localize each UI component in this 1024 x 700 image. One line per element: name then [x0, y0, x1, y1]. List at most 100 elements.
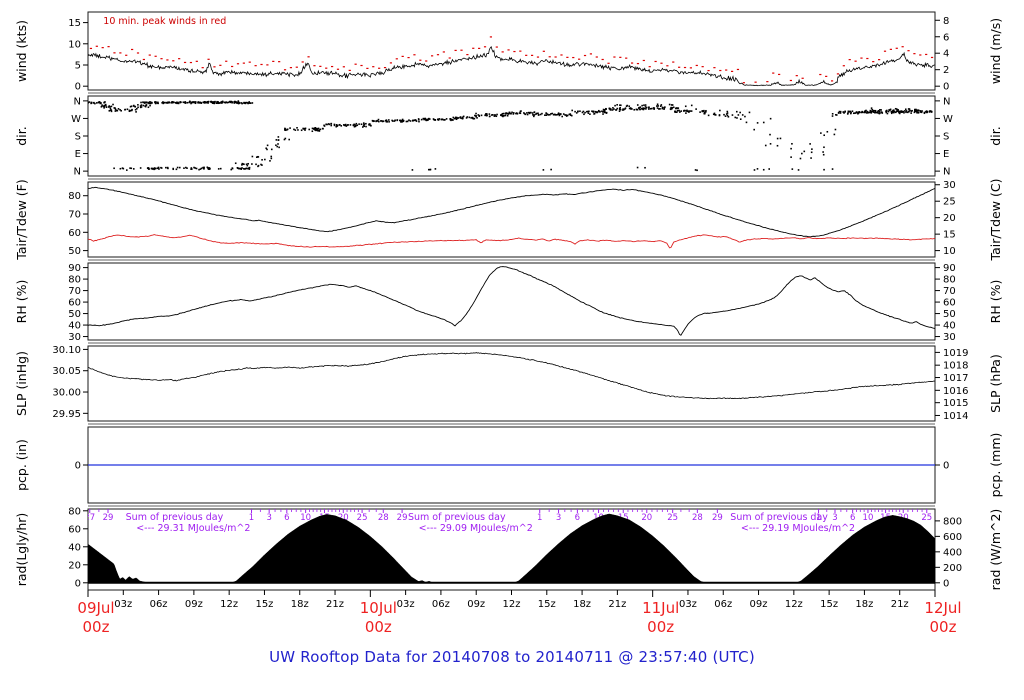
direction-left-tick-label: E — [75, 149, 81, 160]
wind-speed-peaks-dot — [519, 50, 522, 52]
wind-direction-scatter-point — [878, 112, 881, 115]
wind-speed-peaks-dot — [666, 65, 669, 67]
wind-direction-scatter-point — [103, 107, 105, 109]
wind-direction-scatter-point — [135, 111, 137, 113]
wind-direction-scatter-point — [741, 114, 744, 116]
pressure-panel-frame — [87, 345, 936, 422]
wind-direction-scatter-point — [318, 130, 321, 132]
wind-direction-scatter-point — [119, 109, 121, 111]
wind-direction-scatter-point — [475, 115, 478, 117]
wind-direction-scatter-point — [842, 111, 845, 113]
wind-direction-scatter-point — [880, 109, 882, 111]
wind-speed-peaks-dot — [248, 61, 251, 63]
wind-direction-scatter-point — [557, 113, 560, 115]
wind-direction-scatter-point — [484, 114, 487, 116]
x-axis-minor-label: 03z — [679, 599, 697, 610]
wind-speed-peaks-dot — [389, 62, 393, 64]
wind-direction-scatter-point — [926, 111, 928, 114]
wind-direction-scatter-point — [110, 109, 113, 111]
wind-direction-scatter-point — [175, 101, 178, 104]
wind-direction-scatter-point — [574, 110, 576, 113]
wind-direction-scatter-point — [362, 124, 365, 126]
wind-direction-scatter-point — [149, 104, 151, 107]
radiation-sum-annotation: Sum of previous day — [408, 512, 506, 523]
wind-direction-scatter-point — [311, 130, 314, 133]
wind-direction-scatter-point — [831, 113, 834, 115]
wind-direction-scatter-point — [719, 109, 721, 112]
wind-direction-scatter-point — [139, 106, 142, 109]
wind-direction-scatter-point — [362, 122, 365, 124]
wind-direction-scatter-point — [768, 168, 771, 170]
wind-speed-peaks-dot — [136, 52, 140, 54]
mj-tick-label: 25 — [921, 513, 932, 523]
wind-direction-scatter-point — [382, 120, 385, 122]
x-axis-minor-label: 15z — [255, 599, 273, 610]
wind-direction-scatter-point — [454, 117, 457, 120]
wind-speed-peaks-dot — [860, 57, 863, 59]
wind-direction-scatter-point — [140, 101, 142, 104]
wind-direction-scatter-point — [886, 112, 889, 115]
wind-direction-scatter-point — [581, 111, 584, 114]
wind-direction-scatter-point — [321, 127, 324, 130]
wind-speed-peaks-dot — [595, 56, 598, 58]
wind-direction-scatter-point — [609, 108, 612, 110]
wind-direction-scatter-point — [465, 117, 468, 119]
wind-panel: 0 5 10 15 0 2 4 6 8 wind (kts) wind (m/s) 10 min. p… — [14, 11, 1003, 93]
wind-speed-peaks-dot — [113, 52, 116, 54]
wind-direction-scatter-point — [203, 166, 205, 169]
wind-direction-scatter-point — [636, 104, 639, 106]
wind-speed-peaks-dot — [772, 72, 775, 74]
wind-speed-peaks-dot — [560, 54, 563, 56]
wind-direction-scatter-point — [689, 110, 691, 112]
wind-speed-peaks-dot — [319, 65, 322, 67]
wind-speed-peaks-dot — [701, 66, 704, 68]
x-axis-minor-label: 06z — [714, 599, 732, 610]
x-axis-time-label: 00z — [647, 618, 674, 636]
wind-direction-scatter-point — [611, 109, 614, 111]
wind-direction-scatter-point — [622, 109, 624, 111]
wind-direction-scatter-point — [533, 114, 536, 116]
wind-direction-scatter-point — [344, 123, 347, 126]
wind-direction-scatter-point — [132, 105, 135, 107]
wind-direction-scatter-point — [848, 111, 850, 113]
wind-direction-scatter-point — [470, 117, 472, 119]
wind-speed-peaks-dot — [360, 64, 363, 67]
wind-speed-peaks-dot — [472, 47, 475, 49]
wind-direction-scatter-point — [714, 113, 716, 116]
wind-direction-scatter-point — [417, 118, 420, 120]
wind-direction-scatter-point — [217, 168, 220, 170]
pressure-right-tick-label: 1014 — [943, 411, 968, 422]
wind-direction-scatter-point — [101, 104, 103, 106]
wind-direction-scatter-point — [739, 111, 741, 114]
wind-direction-scatter-point — [212, 102, 214, 104]
wind-speed-peaks-dot — [719, 69, 722, 72]
wind-direction-scatter-point — [913, 110, 916, 112]
mj-tick-label: 3 — [266, 513, 271, 523]
mj-tick-label: 3 — [556, 513, 561, 523]
wind-direction-scatter-point — [645, 108, 647, 110]
wind-direction-scatter-point — [723, 113, 725, 116]
wind-speed-peaks-dot — [448, 57, 451, 59]
wind-direction-scatter-point — [890, 111, 893, 113]
wind-direction-scatter-point — [239, 167, 241, 170]
temperature-panel: 50 60 70 80 10 15 20 25 30 Tair/Tdew (F) Tair/Tdew… — [14, 179, 1003, 262]
wind-direction-scatter-point — [246, 164, 249, 167]
wind-direction-scatter-point — [452, 119, 454, 121]
wind-speed-peaks-dot — [260, 63, 263, 66]
wind-direction-scatter-point — [157, 102, 159, 105]
wind-direction-scatter-point — [330, 124, 333, 127]
wind-direction-scatter-point — [130, 167, 133, 170]
wind-direction-scatter-point — [427, 118, 430, 120]
wind-direction-scatter-point — [858, 111, 861, 113]
wind-direction-scatter-point — [887, 110, 890, 113]
wind-direction-scatter-point — [183, 101, 186, 104]
wind-speed-peaks-dot — [395, 58, 398, 60]
wind-speed-peaks-dot — [101, 47, 104, 49]
wind-direction-scatter-point — [110, 110, 113, 113]
wind-direction-scatter-point — [602, 113, 604, 115]
wind-direction-scatter-point — [857, 112, 860, 114]
wind-direction-scatter-point — [205, 101, 208, 104]
humidity-left-tick-label: 50 — [68, 309, 81, 320]
wind-direction-scatter-point — [277, 139, 280, 141]
wind-direction-scatter-point — [315, 128, 318, 131]
